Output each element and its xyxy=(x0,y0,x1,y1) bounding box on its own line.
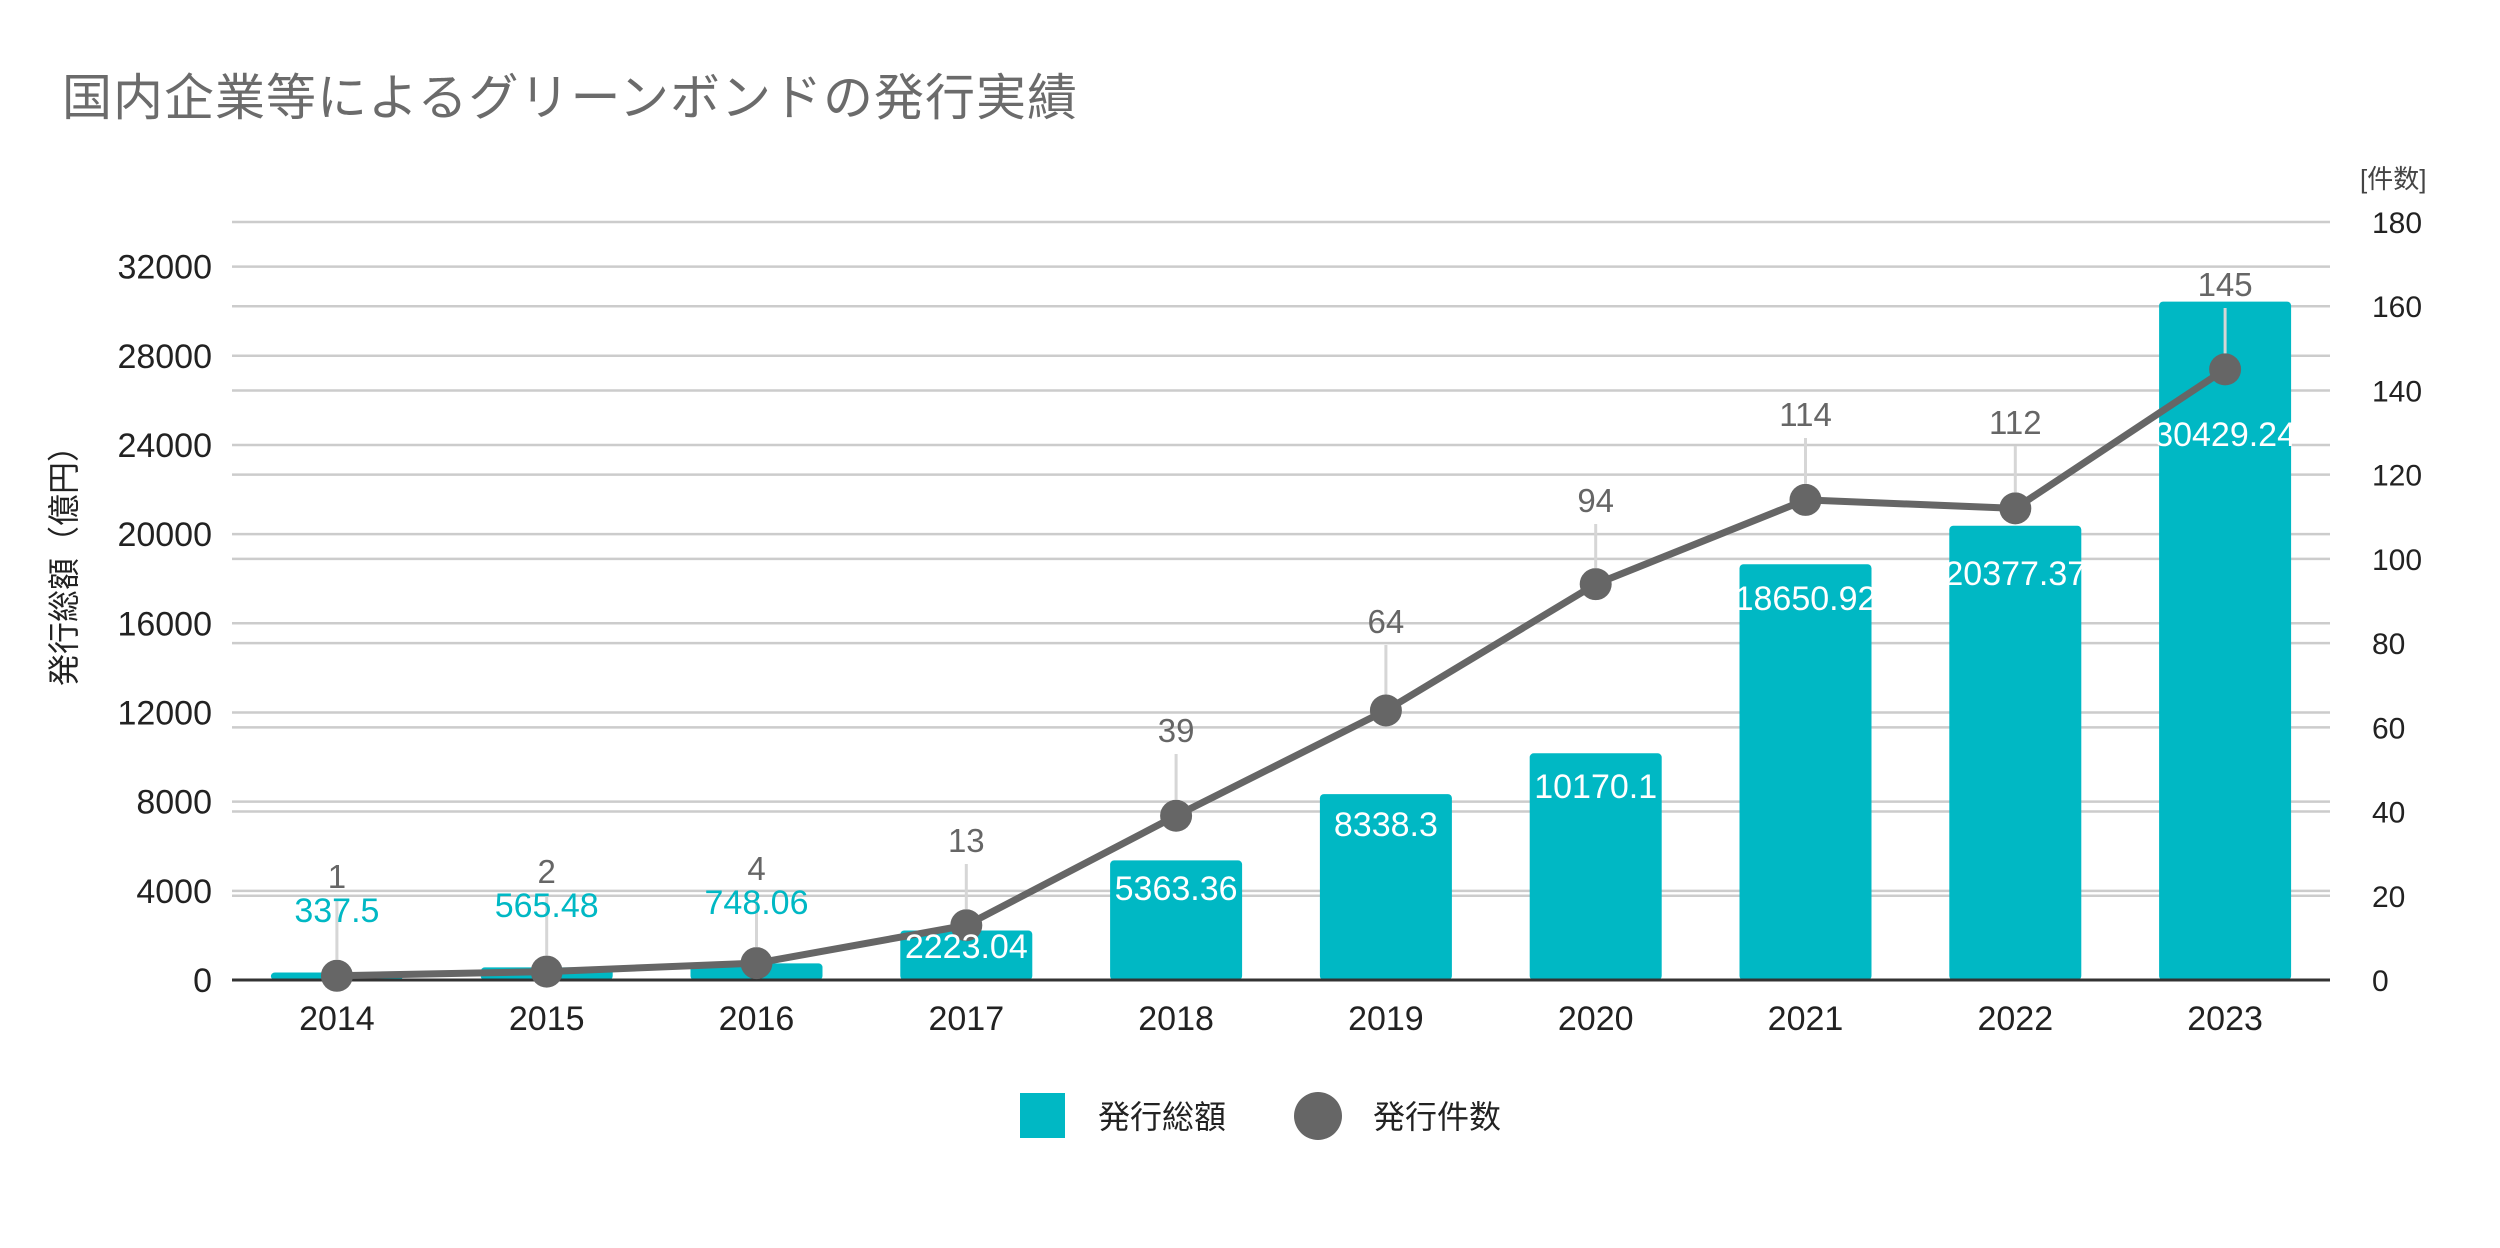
bars xyxy=(270,301,2292,980)
x-tick-label: 2021 xyxy=(1768,1000,1844,1038)
right-tick-label: 60 xyxy=(2372,712,2405,745)
right-tick-label: 160 xyxy=(2372,291,2422,324)
count-marker xyxy=(1369,694,1402,727)
bar xyxy=(1529,753,1662,980)
amount-label: 2223.04 xyxy=(905,928,1028,966)
count-label: 112 xyxy=(1989,404,2042,441)
legend-marker-count xyxy=(1294,1092,1342,1140)
right-tick-label: 140 xyxy=(2372,375,2422,408)
right-tick-label: 0 xyxy=(2372,965,2389,998)
x-tick-label: 2015 xyxy=(509,1000,585,1038)
count-marker xyxy=(950,909,983,942)
x-tick-label: 2019 xyxy=(1348,1000,1424,1038)
count-marker xyxy=(740,947,773,980)
x-axis: 2014 2015 2016 2017 2018 2019 2020 2021 2022 2023 xyxy=(299,1000,2263,1038)
count-marker xyxy=(1579,568,1612,601)
bar xyxy=(900,930,1033,980)
count-marker xyxy=(1160,799,1193,832)
right-tick-label: 80 xyxy=(2372,628,2405,661)
count-label: 2 xyxy=(538,853,556,890)
amount-label: 10170.1 xyxy=(1534,768,1657,806)
x-tick-label: 2017 xyxy=(928,1000,1004,1038)
chart-title: 国内企業等によるグリーンボンドの発行実績 xyxy=(62,69,1078,127)
bar xyxy=(2159,301,2292,980)
amount-label: 748.06 xyxy=(705,884,809,922)
right-tick-label: 100 xyxy=(2372,544,2422,577)
legend-label-amount: 発行総額 xyxy=(1098,1099,1226,1135)
amount-label: 20377.37 xyxy=(1944,555,2086,593)
right-tick-label: 120 xyxy=(2372,460,2422,493)
count-marker xyxy=(1999,492,2032,525)
x-tick-label: 2022 xyxy=(1977,1000,2053,1038)
left-tick-label: 12000 xyxy=(117,694,212,732)
amount-label: 18650.92 xyxy=(1735,580,1877,618)
count-label: 1 xyxy=(328,858,346,895)
amount-label: 565.48 xyxy=(495,887,599,925)
amount-label: 30429.24 xyxy=(2154,416,2296,454)
legend-swatch-amount xyxy=(1020,1093,1065,1138)
left-tick-label: 20000 xyxy=(117,516,212,554)
left-tick-label: 32000 xyxy=(117,249,212,287)
count-line xyxy=(320,353,2242,992)
count-line-path xyxy=(336,366,2228,980)
left-tick-label: 8000 xyxy=(136,784,212,822)
left-tick-label: 0 xyxy=(193,962,212,1000)
bar xyxy=(1739,564,1872,980)
count-label: 39 xyxy=(1158,712,1195,749)
legend: 発行総額 発行件数 xyxy=(1020,1092,1501,1140)
count-label: 145 xyxy=(2198,266,2253,303)
x-tick-label: 2014 xyxy=(299,1000,375,1038)
count-marker xyxy=(2209,353,2242,386)
bar xyxy=(1949,525,2082,980)
count-label: 13 xyxy=(948,822,985,859)
right-tick-label: 180 xyxy=(2372,207,2422,240)
count-label: 64 xyxy=(1368,603,1405,640)
amount-label: 8338.3 xyxy=(1334,806,1438,844)
left-axis-title: 発行総額（億円） xyxy=(46,430,82,686)
count-label: 94 xyxy=(1577,482,1614,519)
count-label: 114 xyxy=(1779,396,1832,433)
count-marker xyxy=(320,959,353,992)
bar xyxy=(1110,860,1243,980)
left-tick-label: 28000 xyxy=(117,338,212,376)
x-tick-label: 2016 xyxy=(719,1000,795,1038)
x-tick-label: 2023 xyxy=(2187,1000,2263,1038)
legend-label-count: 発行件数 xyxy=(1373,1099,1501,1135)
x-tick-label: 2020 xyxy=(1558,1000,1634,1038)
amount-label: 337.5 xyxy=(294,892,379,930)
right-tick-label: 40 xyxy=(2372,797,2405,830)
right-axis-title: [件数] xyxy=(2360,164,2426,194)
left-tick-label: 4000 xyxy=(136,873,212,911)
x-tick-label: 2018 xyxy=(1138,1000,1214,1038)
left-tick-label: 16000 xyxy=(117,605,212,643)
right-axis: 0 20 40 60 80 100 120 140 160 180 [件数] xyxy=(2360,164,2426,998)
amount-label: 5363.36 xyxy=(1115,870,1238,908)
right-tick-label: 20 xyxy=(2372,881,2405,914)
count-marker xyxy=(530,955,563,988)
data-labels: 1 2 4 13 39 64 94 114 112 145 337.5 565.48 748.06 222… xyxy=(294,266,2296,966)
left-axis: 0 4000 8000 12000 16000 20000 24000 28000 32000 発… xyxy=(46,249,212,1000)
count-marker xyxy=(1789,483,1822,516)
count-label: 4 xyxy=(747,850,765,887)
bar xyxy=(1319,794,1452,980)
left-tick-label: 24000 xyxy=(117,427,212,465)
